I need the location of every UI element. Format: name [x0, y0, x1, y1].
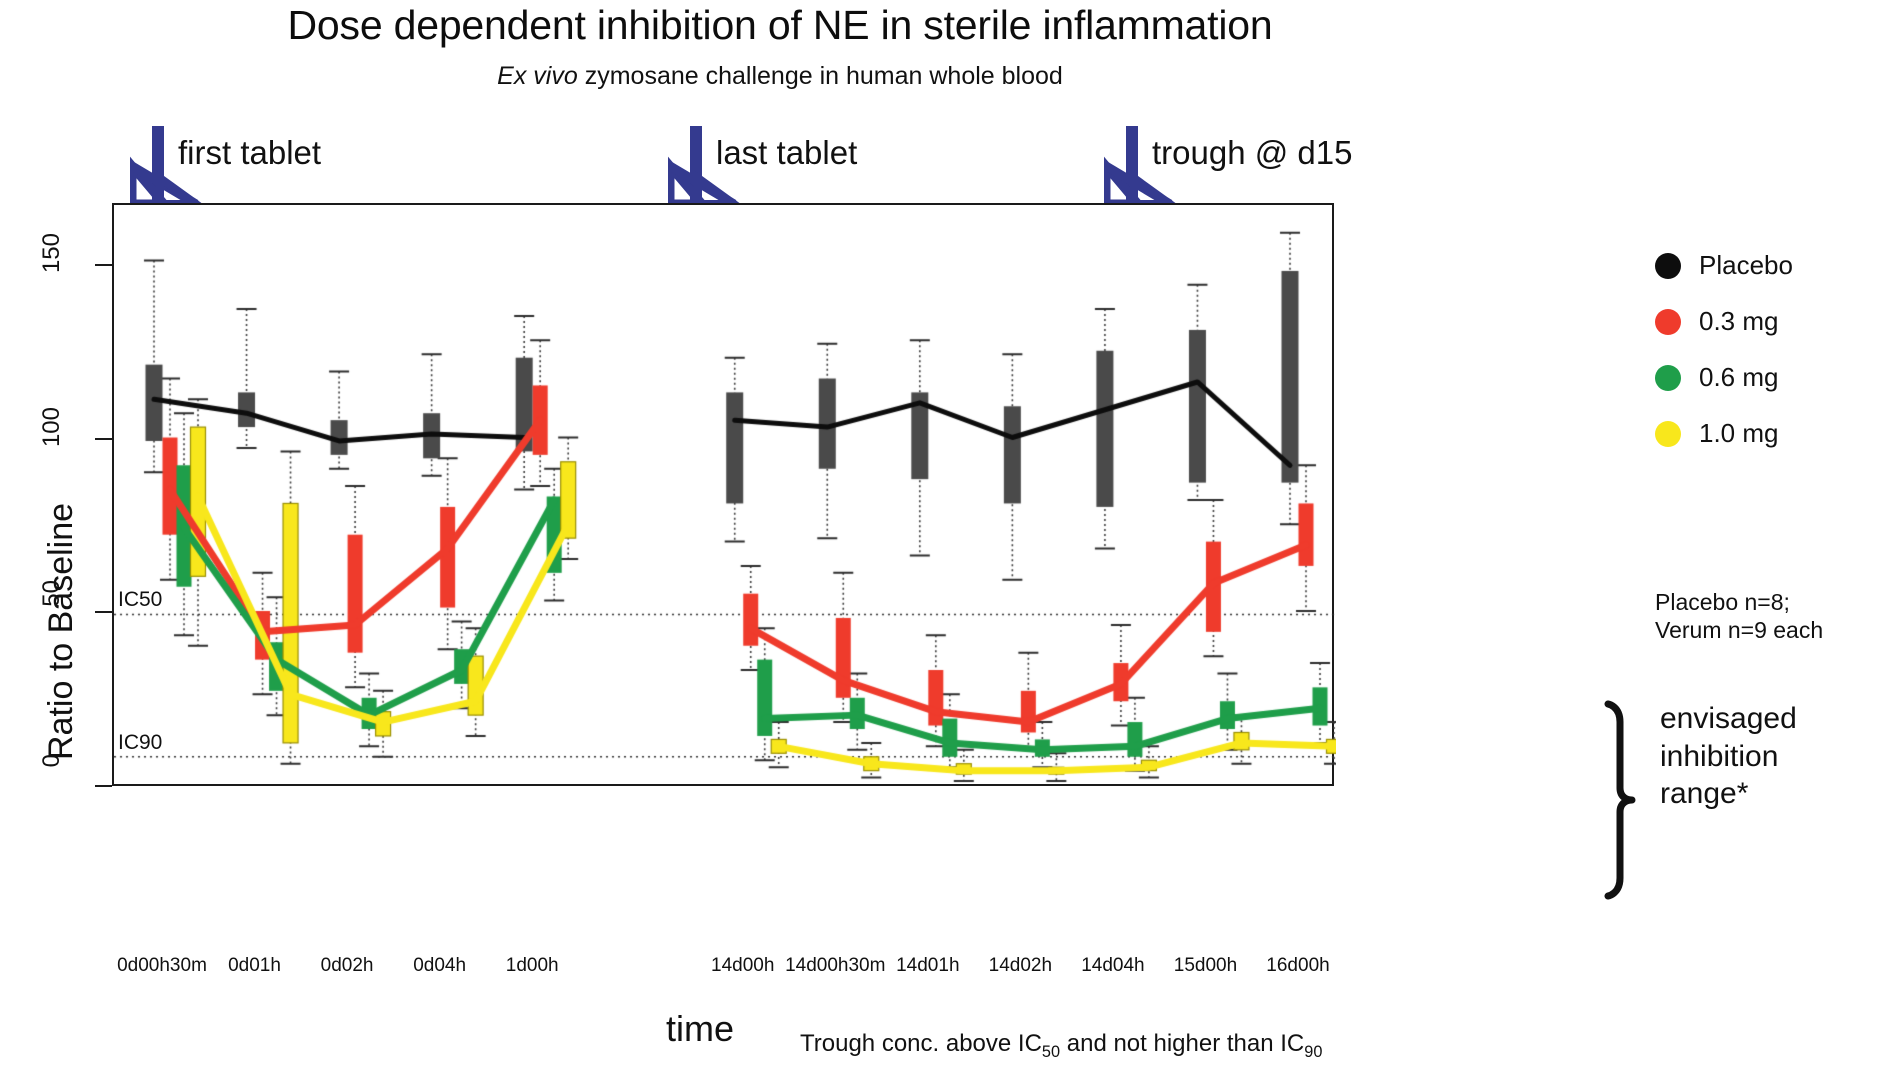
sample-size-note: Placebo n=8; Verum n=9 each [1655, 588, 1823, 644]
x-tick-label-10: 15d00h [1173, 955, 1238, 976]
y-tick-mark-0 [95, 785, 112, 787]
legend-swatch-1 [1655, 308, 1681, 335]
chart-canvas [114, 205, 1336, 788]
x-tick-label-11: 16d00h [1266, 955, 1330, 976]
y-axis-title: Ratio to Baseline [42, 502, 80, 760]
legend-swatch-2 [1655, 364, 1681, 391]
y-tick-label-3: 150 [38, 233, 65, 274]
legend-swatch-3 [1655, 420, 1681, 447]
reference-label-ic50: IC50 [118, 588, 163, 612]
legend-label-0: Placebo [1699, 250, 1793, 280]
subtitle-italic: Ex vivo [497, 62, 578, 90]
page-title: Dose dependent inhibition of NE in steri… [287, 2, 1273, 48]
subtitle-rest: zymosane challenge in human whole blood [577, 62, 1063, 90]
legend: Placebo 0.3 mg 0.6 mg 1.0 mg [1655, 250, 1875, 474]
legend-label-1: 0.3 mg [1699, 306, 1779, 336]
reference-label-ic90: IC90 [118, 730, 163, 754]
sample-size-line-2: Verum n=9 each [1655, 617, 1824, 644]
annotation-label-2: trough @ d15 [1152, 134, 1353, 171]
y-tick-mark-2 [95, 437, 112, 440]
y-tick-label-2: 100 [38, 406, 65, 448]
legend-label-3: 1.0 mg [1699, 418, 1779, 448]
footnote: Trough conc. above IC50 and not higher t… [800, 1030, 1322, 1062]
x-tick-label-8: 14d02h [988, 955, 1053, 976]
legend-item-1: 0.3 mg [1655, 306, 1875, 337]
y-tick-label-0: 0 [38, 754, 65, 768]
brace-label-line-3: range* [1660, 777, 1749, 810]
annotation-label-1: last tablet [716, 134, 858, 171]
brace-label: envisaged inhibition range* [1660, 700, 1797, 813]
legend-label-2: 0.6 mg [1699, 362, 1779, 392]
x-tick-label-9: 14d04h [1081, 955, 1145, 976]
x-tick-label-2: 0d02h [320, 955, 374, 976]
plot-area: IC50 IC90 [112, 203, 1336, 788]
brace-label-line-2: inhibition [1660, 739, 1779, 773]
x-tick-label-5: 14d00h [711, 955, 775, 976]
y-tick-mark-3 [95, 264, 112, 267]
brace-icon [1594, 700, 1664, 905]
brace-label-line-1: envisaged [1660, 702, 1797, 735]
x-tick-label-1: 0d01h [228, 955, 281, 976]
footnote-pre: Trough conc. above IC [800, 1030, 1042, 1057]
curly-brace-icon [1604, 700, 1636, 900]
annotation-label-0: first tablet [178, 134, 322, 171]
y-tick-mark-1 [95, 611, 112, 614]
page-subtitle: Ex vivo zymosane challenge in human whol… [0, 62, 1560, 91]
footnote-mid: and not higher than IC [1060, 1030, 1305, 1057]
x-tick-label-3: 0d04h [413, 955, 467, 976]
legend-item-3: 1.0 mg [1655, 418, 1875, 449]
x-tick-label-6: 14d00h30m [785, 955, 886, 976]
footnote-sub-2: 90 [1304, 1042, 1323, 1061]
x-tick-label-4: 1d00h [505, 955, 559, 976]
legend-item-0: Placebo [1655, 250, 1875, 281]
legend-swatch-0 [1655, 252, 1681, 279]
x-axis-title: time [665, 1008, 734, 1049]
x-tick-label-0: 0d00h30m [117, 955, 207, 976]
sample-size-line-1: Placebo n=8; [1655, 589, 1790, 615]
x-tick-label-7: 14d01h [896, 955, 960, 976]
footnote-sub-1: 50 [1041, 1042, 1061, 1061]
legend-item-2: 0.6 mg [1655, 362, 1875, 393]
